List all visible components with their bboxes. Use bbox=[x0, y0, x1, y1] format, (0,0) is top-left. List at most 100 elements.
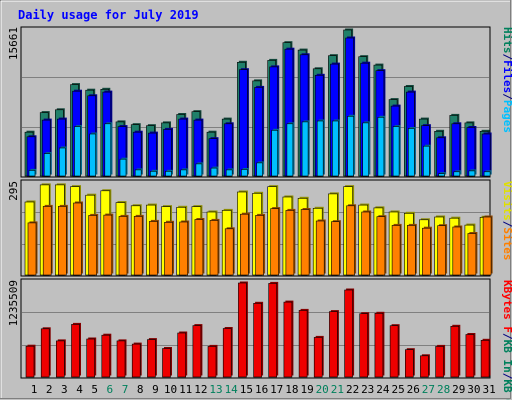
bar-kbytes-f-day-11 bbox=[177, 332, 186, 378]
bar-sites-day-24 bbox=[376, 216, 386, 276]
bar-sites-day-21 bbox=[331, 221, 340, 276]
bar-kbytes-f-day-30 bbox=[465, 334, 475, 378]
x-tick-label: 27 bbox=[422, 383, 435, 396]
bar-files-day-15 bbox=[239, 69, 248, 177]
bar-sites-day-18 bbox=[285, 210, 295, 276]
bar-pages-day-29 bbox=[453, 171, 461, 177]
bar-kbytes-f-day-28 bbox=[435, 346, 444, 378]
bar-pages-day-22 bbox=[347, 116, 354, 177]
bar-pages-day-21 bbox=[332, 120, 339, 177]
bar-files-day-11 bbox=[178, 118, 187, 177]
x-tick-label: 22 bbox=[346, 383, 359, 396]
y-max-label-visits: 295 bbox=[7, 181, 20, 201]
label-pages: Pages bbox=[501, 100, 512, 133]
x-tick-label: 17 bbox=[270, 383, 283, 396]
x-tick-label: 11 bbox=[179, 383, 192, 396]
bar-pages-day-14 bbox=[225, 169, 233, 177]
bar-sites-day-11 bbox=[179, 221, 188, 276]
bar-sites-day-28 bbox=[437, 225, 446, 276]
x-tick-label: 18 bbox=[285, 383, 298, 396]
bar-kbytes-f-day-13 bbox=[207, 346, 217, 378]
bar-kbytes-f-day-5 bbox=[86, 338, 95, 378]
bar-sites-day-12 bbox=[194, 219, 204, 276]
label-sep: / bbox=[501, 333, 512, 340]
bar-files-day-29 bbox=[451, 123, 461, 177]
x-tick-label: 12 bbox=[194, 383, 207, 396]
label-sep: / bbox=[501, 93, 512, 100]
bar-files-day-31 bbox=[481, 133, 491, 177]
bar-pages-day-23 bbox=[362, 122, 370, 177]
label-files: Files bbox=[501, 60, 512, 93]
bar-sites-day-6 bbox=[103, 214, 113, 276]
bar-kbytes-f-day-22 bbox=[344, 289, 353, 378]
bar-kbytes-f-day-16 bbox=[253, 302, 262, 378]
x-tick-label: 19 bbox=[300, 383, 313, 396]
bar-pages-day-19 bbox=[301, 121, 309, 177]
bar-kbytes-f-day-15 bbox=[238, 282, 247, 378]
bar-shadow-pages bbox=[440, 172, 447, 175]
x-tick-label: 4 bbox=[76, 383, 83, 396]
bar-pages-day-15 bbox=[241, 169, 248, 177]
label-sep: / bbox=[501, 221, 512, 228]
bar-pages-day-5 bbox=[89, 133, 96, 177]
bar-sites-day-15 bbox=[240, 213, 249, 276]
bar-files-day-30 bbox=[466, 127, 476, 177]
bar-sites-day-7 bbox=[118, 216, 128, 276]
x-tick-label: 6 bbox=[106, 383, 113, 396]
bar-kbytes-f-day-12 bbox=[192, 325, 202, 378]
bar-pages-day-27 bbox=[423, 145, 430, 177]
bar-sites-day-19 bbox=[300, 209, 310, 276]
bar-kbytes-f-day-4 bbox=[71, 324, 80, 378]
bar-pages-day-25 bbox=[392, 126, 400, 177]
bar-pages-day-18 bbox=[286, 123, 294, 177]
x-tick-label: 13 bbox=[209, 383, 222, 396]
bar-kbytes-f-day-18 bbox=[283, 301, 293, 378]
bars-visits bbox=[24, 183, 493, 276]
bar-sites-day-27 bbox=[422, 227, 431, 276]
bar-sites-day-25 bbox=[391, 225, 401, 276]
bar-sites-day-22 bbox=[346, 205, 355, 276]
bar-files-day-9 bbox=[148, 132, 157, 177]
bar-pages-day-2 bbox=[43, 153, 51, 177]
x-tick-label: 25 bbox=[391, 383, 404, 396]
y-max-label-kbytes: 1235509 bbox=[7, 280, 20, 326]
bar-pages-day-4 bbox=[74, 126, 81, 177]
bar-pages-day-10 bbox=[165, 171, 172, 177]
axis-label-hits: Hits/Files/Pages bbox=[501, 27, 512, 133]
x-tick-label: 1 bbox=[31, 383, 38, 396]
bar-kbytes-f-day-7 bbox=[116, 340, 126, 378]
label-sites: Sites bbox=[501, 227, 512, 260]
bar-sites-day-10 bbox=[164, 222, 173, 276]
bar-sites-day-23 bbox=[361, 211, 371, 276]
bar-sites-day-1 bbox=[27, 222, 37, 276]
bar-kbytes-f-day-9 bbox=[147, 339, 156, 378]
bar-kbytes-f-day-23 bbox=[359, 313, 369, 378]
bar-sites-day-29 bbox=[452, 226, 462, 276]
bar-pages-day-24 bbox=[377, 117, 385, 177]
bar-pages-day-12 bbox=[195, 163, 203, 177]
bar-sites-day-13 bbox=[209, 220, 219, 276]
bar-kbytes-f-day-24 bbox=[374, 312, 384, 378]
bar-kbytes-f-day-3 bbox=[55, 340, 65, 378]
bar-pages-day-8 bbox=[134, 169, 142, 177]
bar-pages-day-13 bbox=[210, 167, 218, 177]
bar-pages-day-7 bbox=[119, 158, 127, 177]
x-tick-label: 9 bbox=[152, 383, 159, 396]
bar-sites-day-2 bbox=[42, 206, 52, 276]
bar-files-day-10 bbox=[163, 129, 172, 177]
x-tick-label: 20 bbox=[316, 383, 329, 396]
bars-kbytes bbox=[25, 281, 491, 378]
bar-files-day-28 bbox=[436, 137, 445, 177]
bar-sites-day-4 bbox=[73, 202, 82, 276]
bar-kbytes-f-day-2 bbox=[40, 328, 50, 378]
bar-kbytes-f-day-31 bbox=[480, 339, 490, 378]
bar-kbytes-f-day-29 bbox=[450, 325, 460, 378]
bar-kbytes-f-day-20 bbox=[313, 337, 323, 378]
x-tick-label: 5 bbox=[91, 383, 98, 396]
bar-pages-day-17 bbox=[271, 130, 279, 177]
bar-kbytes-f-day-27 bbox=[420, 355, 429, 378]
x-tick-label: 15 bbox=[240, 383, 253, 396]
x-tick-label: 10 bbox=[164, 383, 177, 396]
bar-files-day-14 bbox=[223, 123, 233, 177]
